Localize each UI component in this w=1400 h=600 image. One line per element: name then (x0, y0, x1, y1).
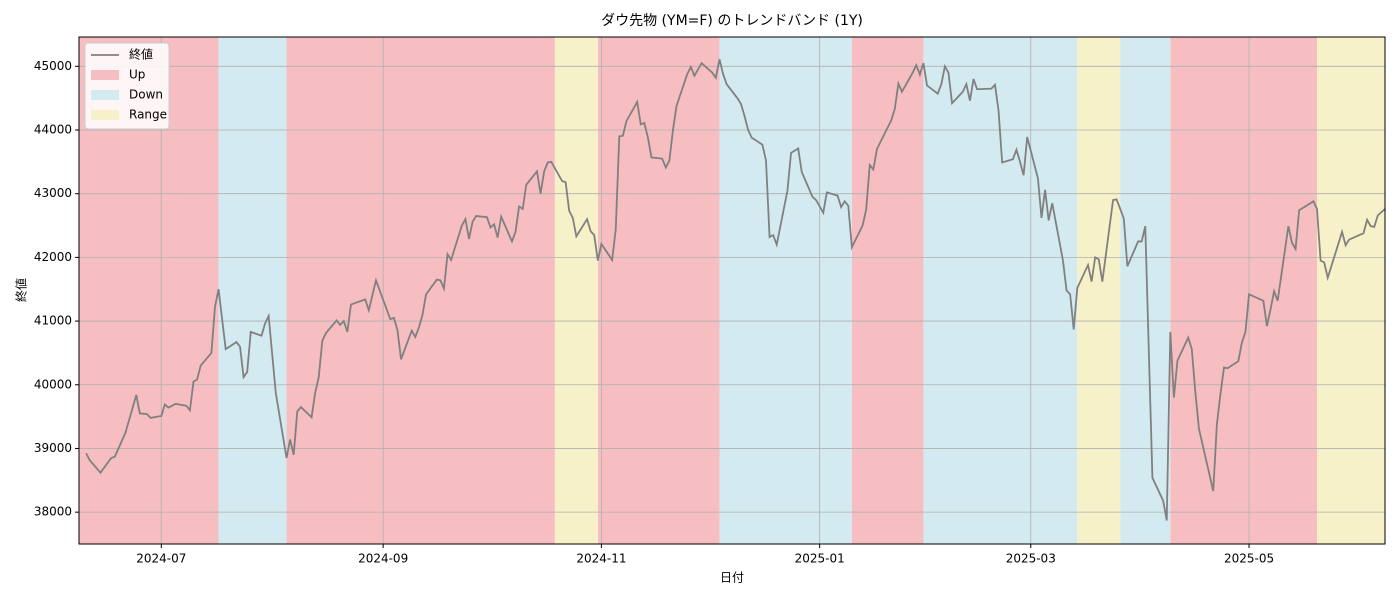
legend-label: Range (129, 108, 167, 122)
y-tick-label: 44000 (34, 122, 72, 136)
legend-label: Up (129, 68, 145, 82)
trend-band (286, 37, 555, 544)
trend-band (597, 37, 720, 544)
x-tick-label: 2024-09 (358, 552, 408, 566)
y-tick-label: 41000 (34, 314, 72, 328)
x-tick-label: 2025-03 (1006, 552, 1056, 566)
legend-label: 終値 (129, 47, 153, 62)
x-axis-label: 日付 (720, 571, 744, 585)
trend-band (923, 37, 1078, 544)
plot-frame (78, 36, 1386, 545)
bands (79, 37, 1385, 544)
y-tick-label: 45000 (34, 59, 72, 73)
trend-band (1120, 37, 1171, 544)
trend-band (851, 37, 924, 544)
trend-band (554, 37, 598, 544)
trend-band (1170, 37, 1318, 544)
legend-patch (91, 70, 119, 80)
trend-band (1317, 37, 1385, 544)
x-tick-label: 2025-01 (795, 552, 845, 566)
y-tick-label: 40000 (34, 377, 72, 391)
chart-title: ダウ先物 (YM=F) のトレンドバンド (1Y) (601, 13, 863, 29)
y-tick-label: 39000 (34, 441, 72, 455)
trend-band (1077, 37, 1121, 544)
trend-band (218, 37, 287, 544)
y-tick-label: 42000 (34, 250, 72, 264)
x-tick-label: 2024-07 (136, 552, 186, 566)
x-tick-label: 2024-11 (576, 552, 626, 566)
x-tick-label: 2025-05 (1224, 552, 1274, 566)
legend: 終値 Up Down Range (84, 42, 170, 130)
y-axis-label: 終値 (14, 278, 29, 302)
trend-band (719, 37, 852, 544)
legend-label: Down (129, 88, 163, 102)
legend-patch (91, 90, 119, 100)
legend-box (84, 42, 170, 130)
legend-patch (91, 110, 119, 120)
y-tick-label: 38000 (34, 505, 72, 519)
price-line (85, 59, 1386, 521)
y-tick-label: 43000 (34, 186, 72, 200)
